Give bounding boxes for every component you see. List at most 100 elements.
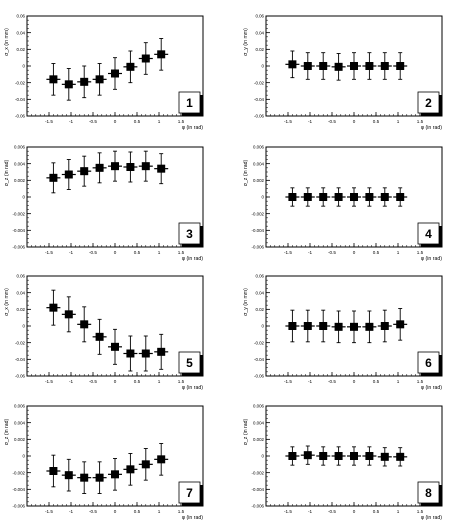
marker <box>334 62 343 71</box>
data-point <box>61 296 76 333</box>
x-axis-label: φ (in rad) <box>421 256 443 262</box>
marker <box>95 163 104 172</box>
marker <box>319 322 328 330</box>
marker <box>49 173 58 182</box>
y-tick-label: -0.002 <box>13 211 26 216</box>
data-point <box>316 309 331 343</box>
x-tick-label: 0.5 <box>373 250 380 255</box>
data-point <box>108 150 122 182</box>
y-tick-label: -0.02 <box>254 80 265 85</box>
marker <box>380 322 389 330</box>
data-point <box>46 63 61 96</box>
data-point <box>316 187 331 207</box>
y-tick-label: 0.002 <box>253 437 265 442</box>
data-point <box>154 333 169 370</box>
y-tick-label: 0.04 <box>16 30 25 35</box>
x-tick-label: -0.5 <box>89 119 97 124</box>
marker <box>64 471 73 480</box>
y-tick-label: -0.06 <box>254 114 265 119</box>
marker <box>95 75 104 84</box>
x-tick-label: -1.5 <box>45 509 53 514</box>
y-tick-label: 0.04 <box>255 290 264 295</box>
x-tick-label: -1 <box>308 250 313 255</box>
y-tick-label: 0.02 <box>255 47 264 52</box>
panel-number-box <box>178 91 201 114</box>
panel-1: -1.5 -1 -0.5 0 0.5 1 1.5 -0.06 -0.04 -0.02 0 0.02 0.… <box>4 14 204 131</box>
data-point <box>377 309 392 343</box>
y-tick-label: -0.004 <box>13 228 26 233</box>
y-tick-label: 0.006 <box>253 145 265 150</box>
panel-5: -1.5 -1 -0.5 0 0.5 1 1.5 -0.06 -0.04 -0.02 0 0.02 0.… <box>4 274 204 391</box>
marker <box>95 332 104 341</box>
y-tick-label: -0.004 <box>252 228 265 233</box>
x-tick-label: -1 <box>69 379 74 384</box>
marker <box>157 347 166 356</box>
panel-number: 6 <box>425 356 432 370</box>
data-point <box>92 318 107 355</box>
data-point <box>108 328 122 365</box>
panel-6: -1.5 -1 -0.5 0 0.5 1 1.5 -0.06 -0.04 -0.02 0 0.02 0.… <box>243 274 443 391</box>
data-point <box>92 63 107 96</box>
x-tick-label: 1 <box>158 509 161 514</box>
marker <box>350 322 358 331</box>
marker <box>49 303 58 312</box>
data-point <box>331 53 346 81</box>
marker <box>126 465 135 474</box>
x-tick-label: -1 <box>69 509 74 514</box>
x-tick-label: 1.5 <box>178 119 185 124</box>
data-point <box>61 159 76 190</box>
marker <box>396 193 405 201</box>
x-tick-label: -1 <box>69 119 74 124</box>
marker <box>157 455 166 464</box>
y-tick-label: -0.006 <box>13 245 26 250</box>
y-tick-label: -0.02 <box>15 80 26 85</box>
marker <box>380 193 389 201</box>
marker <box>80 167 89 176</box>
marker <box>111 162 119 171</box>
y-tick-label: 0 <box>23 64 26 69</box>
panel-number: 3 <box>186 227 193 241</box>
data-point <box>123 50 138 84</box>
y-tick-label: 0.002 <box>253 178 265 183</box>
x-tick-label: -0.5 <box>89 250 97 255</box>
data-point <box>77 155 92 187</box>
marker <box>380 62 389 70</box>
y-tick-label: 0 <box>23 324 26 329</box>
panel-3: -1.5 -1 -0.5 0 0.5 1 1.5 -0.006 -0.004 -0.002 0 0.0… <box>4 145 204 262</box>
y-tick-label: 0 <box>23 454 26 459</box>
data-point <box>123 151 138 183</box>
x-tick-label: 1.5 <box>417 379 424 384</box>
panel-number: 8 <box>425 486 432 500</box>
y-tick-label: -0.006 <box>252 504 265 509</box>
y-tick-label: 0.02 <box>16 307 25 312</box>
x-tick-label: -0.5 <box>328 119 336 124</box>
marker <box>365 322 374 331</box>
marker <box>126 163 135 171</box>
y-tick-label: 0.004 <box>253 420 265 425</box>
y-tick-label: -0.006 <box>252 245 265 250</box>
data-point <box>316 446 331 466</box>
data-point <box>377 187 392 207</box>
data-point <box>362 310 377 344</box>
x-tick-label: 1 <box>397 250 400 255</box>
x-tick-label: 1.5 <box>178 379 185 384</box>
marker <box>334 322 343 331</box>
marker <box>319 62 328 70</box>
data-point <box>138 150 153 182</box>
marker <box>111 69 119 78</box>
y-tick-label: -0.004 <box>252 487 265 492</box>
y-axis-label: σ_z (in rad) <box>243 159 249 186</box>
data-point <box>377 52 392 80</box>
marker <box>350 452 358 460</box>
data-point <box>393 52 408 80</box>
x-tick-label: 0 <box>353 379 356 384</box>
marker <box>380 452 389 461</box>
panel-7: -1.5 -1 -0.5 0 0.5 1 1.5 -0.006 -0.004 -0.002 0 0.0… <box>4 404 204 521</box>
marker <box>396 320 405 329</box>
y-tick-label: -0.04 <box>254 97 265 102</box>
data-point <box>316 52 331 80</box>
marker <box>157 164 166 173</box>
x-tick-label: 1.5 <box>178 509 185 514</box>
y-tick-label: 0 <box>262 324 265 329</box>
data-point <box>362 446 377 466</box>
